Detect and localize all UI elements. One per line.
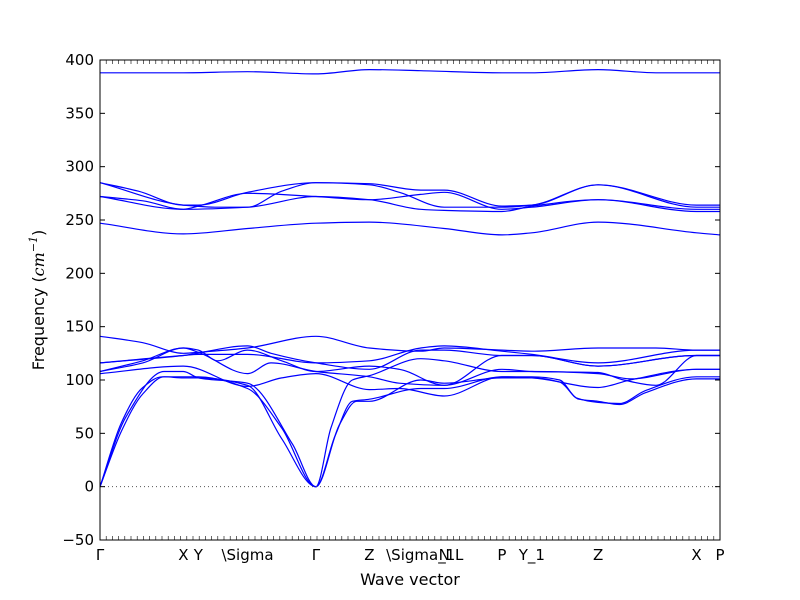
y-tick-label: 400: [65, 51, 94, 69]
y-axis-label: Frequency (cm−1): [27, 230, 48, 371]
x-tick-label: \Sigma: [221, 546, 273, 564]
y-tick-label: 200: [65, 264, 94, 282]
y-tick-label: 50: [75, 424, 94, 442]
plot-frame: [99, 59, 721, 541]
x-tick-label: Z: [364, 546, 374, 564]
x-tick-label: N: [439, 546, 450, 564]
x-minor-ticks: [99, 60, 721, 540]
y-tick-label: 100: [65, 371, 94, 389]
band-line-14: [99, 376, 720, 488]
x-tick-label: X: [178, 546, 188, 564]
y-tick-label: 300: [65, 158, 94, 176]
y-axis-label-close: ): [29, 230, 48, 236]
x-tick-label: X: [691, 546, 701, 564]
y-tick-label: 0: [84, 478, 94, 496]
band-lines: [99, 68, 721, 488]
y-tick-label: −50: [62, 531, 94, 549]
x-axis: Γ X Y \Sigma Γ Z \Sigma_1N L P Y_1 Z X P: [96, 546, 725, 565]
y-axis-label-unit: cm: [29, 252, 48, 276]
x-tick-label: Γ: [96, 546, 105, 564]
band-line-12: [99, 365, 720, 397]
x-tick-label: Γ: [312, 546, 321, 564]
y-axis: −50 0 50 100 150 200 250 300 350 400: [62, 51, 720, 549]
y-tick-label: 150: [65, 318, 94, 336]
x-tick-label: Z: [593, 546, 603, 564]
x-tick-label: Y: [193, 546, 204, 564]
y-axis-label-main: Frequency (: [29, 276, 48, 370]
x-tick-label: P: [715, 546, 724, 564]
band-line-7: [99, 335, 720, 354]
band-line-8: [99, 345, 720, 364]
band-line-1: [99, 68, 720, 75]
band-line-6: [99, 221, 721, 236]
band-line-11: [99, 347, 720, 386]
band-line-10: [99, 347, 720, 386]
band-line-4: [99, 191, 720, 210]
y-tick-label: 350: [65, 104, 94, 122]
x-tick-label: Y_1: [518, 546, 545, 565]
x-tick-label: L: [455, 546, 464, 564]
y-tick-label: 250: [65, 211, 94, 229]
band-line-15: [99, 358, 720, 488]
band-line-13: [99, 376, 720, 488]
y-axis-label-exp: −1: [27, 236, 40, 252]
band-line-5: [99, 195, 720, 213]
x-tick-label: \Sigma_1: [386, 546, 455, 565]
x-tick-label: P: [497, 546, 506, 564]
x-axis-label: Wave vector: [360, 570, 460, 589]
band-line-3: [99, 182, 720, 208]
